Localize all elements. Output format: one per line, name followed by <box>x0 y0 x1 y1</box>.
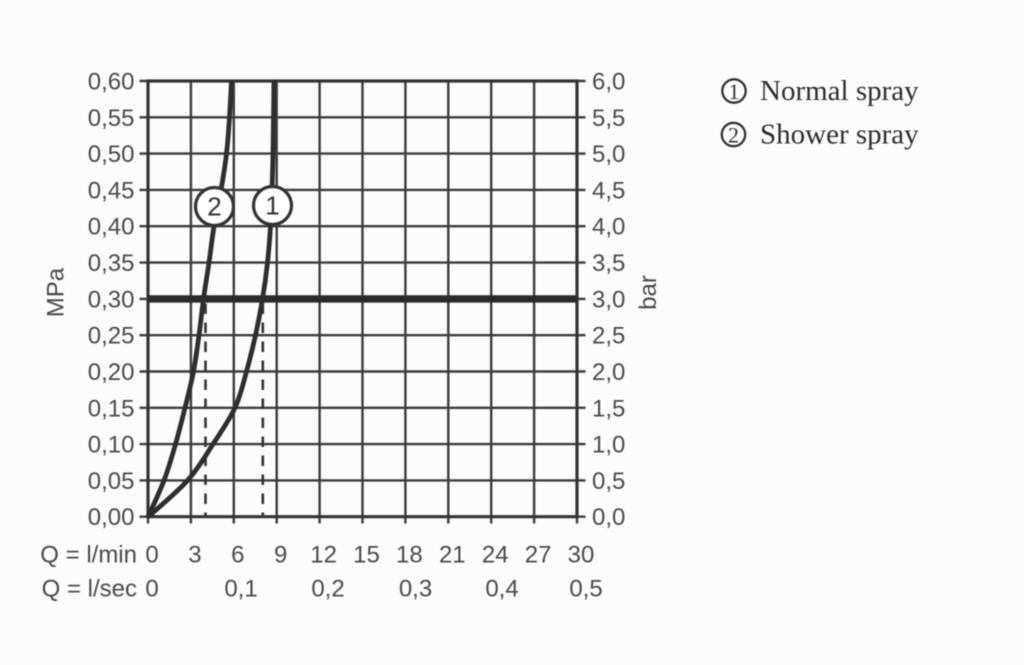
svg-text:0,40: 0,40 <box>88 214 135 241</box>
svg-text:Shower spray: Shower spray <box>760 119 919 151</box>
svg-text:3: 3 <box>188 542 201 569</box>
svg-text:6: 6 <box>231 542 244 569</box>
svg-text:5,0: 5,0 <box>592 141 625 168</box>
svg-text:18: 18 <box>396 542 423 569</box>
svg-text:15: 15 <box>353 542 380 569</box>
svg-text:0,15: 0,15 <box>88 395 135 422</box>
svg-text:24: 24 <box>482 542 509 569</box>
svg-text:2: 2 <box>728 123 739 148</box>
svg-text:6,0: 6,0 <box>592 69 625 96</box>
svg-text:0,35: 0,35 <box>88 250 135 277</box>
svg-text:0,25: 0,25 <box>88 323 135 350</box>
svg-text:0,3: 0,3 <box>399 576 432 603</box>
svg-text:30: 30 <box>568 542 595 569</box>
svg-text:2,0: 2,0 <box>592 359 625 386</box>
svg-text:1: 1 <box>265 191 279 221</box>
svg-text:0,55: 0,55 <box>88 105 135 132</box>
svg-text:Normal spray: Normal spray <box>760 75 919 107</box>
svg-text:1,0: 1,0 <box>592 432 625 459</box>
svg-text:2,5: 2,5 <box>592 323 625 350</box>
svg-text:1: 1 <box>729 79 740 104</box>
svg-text:Q = l/sec: Q = l/sec <box>42 576 137 603</box>
svg-text:MPa: MPa <box>43 267 70 317</box>
svg-text:bar: bar <box>635 275 662 310</box>
svg-text:3,0: 3,0 <box>592 286 625 313</box>
svg-text:4,5: 4,5 <box>592 177 625 204</box>
svg-text:27: 27 <box>525 542 552 569</box>
svg-text:0,5: 0,5 <box>592 468 625 495</box>
svg-text:0,4: 0,4 <box>485 576 518 603</box>
svg-text:4,0: 4,0 <box>592 214 625 241</box>
svg-text:0,1: 0,1 <box>224 576 257 603</box>
svg-text:21: 21 <box>439 542 466 569</box>
svg-text:0,30: 0,30 <box>88 286 135 313</box>
svg-text:1,5: 1,5 <box>592 395 625 422</box>
svg-text:0,5: 0,5 <box>569 576 602 603</box>
svg-text:0,45: 0,45 <box>88 177 135 204</box>
svg-text:Q = l/min: Q = l/min <box>40 542 137 569</box>
svg-text:0,00: 0,00 <box>88 504 135 531</box>
svg-text:0: 0 <box>145 542 158 569</box>
svg-text:0,20: 0,20 <box>88 359 135 386</box>
svg-text:3,5: 3,5 <box>592 250 625 277</box>
svg-text:9: 9 <box>274 542 287 569</box>
svg-text:0,05: 0,05 <box>88 468 135 495</box>
svg-text:0,2: 0,2 <box>311 576 344 603</box>
svg-text:0,10: 0,10 <box>88 432 135 459</box>
svg-text:2: 2 <box>207 192 221 222</box>
svg-text:0: 0 <box>145 576 158 603</box>
svg-text:5,5: 5,5 <box>592 105 625 132</box>
svg-text:0,0: 0,0 <box>592 504 625 531</box>
svg-text:0,50: 0,50 <box>88 141 135 168</box>
svg-text:12: 12 <box>310 542 337 569</box>
svg-text:0,60: 0,60 <box>88 69 135 96</box>
